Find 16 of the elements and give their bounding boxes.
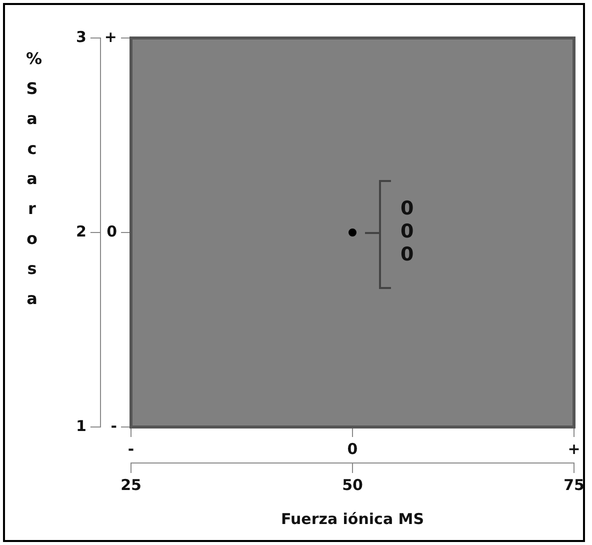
annotation: 0 — [400, 243, 414, 266]
y-tick-label: 2 — [76, 222, 86, 240]
x-tick-label: 25 — [120, 476, 142, 494]
text: 0 — [347, 440, 358, 458]
annotation: 0 — [400, 197, 414, 220]
x-axis-title: Fuerza iónica MS — [280, 510, 424, 528]
text: - — [110, 416, 118, 435]
text: 0 — [106, 222, 118, 240]
annotation: 0 — [400, 220, 414, 242]
text: % Sacarosa — [26, 49, 42, 308]
text: + — [568, 440, 580, 458]
x-tick-label: 50 — [342, 476, 363, 494]
text: - — [128, 440, 134, 458]
y-tick-label: 1 — [76, 416, 86, 435]
y-tick-label: 3 — [76, 28, 86, 46]
text: + — [104, 28, 118, 46]
